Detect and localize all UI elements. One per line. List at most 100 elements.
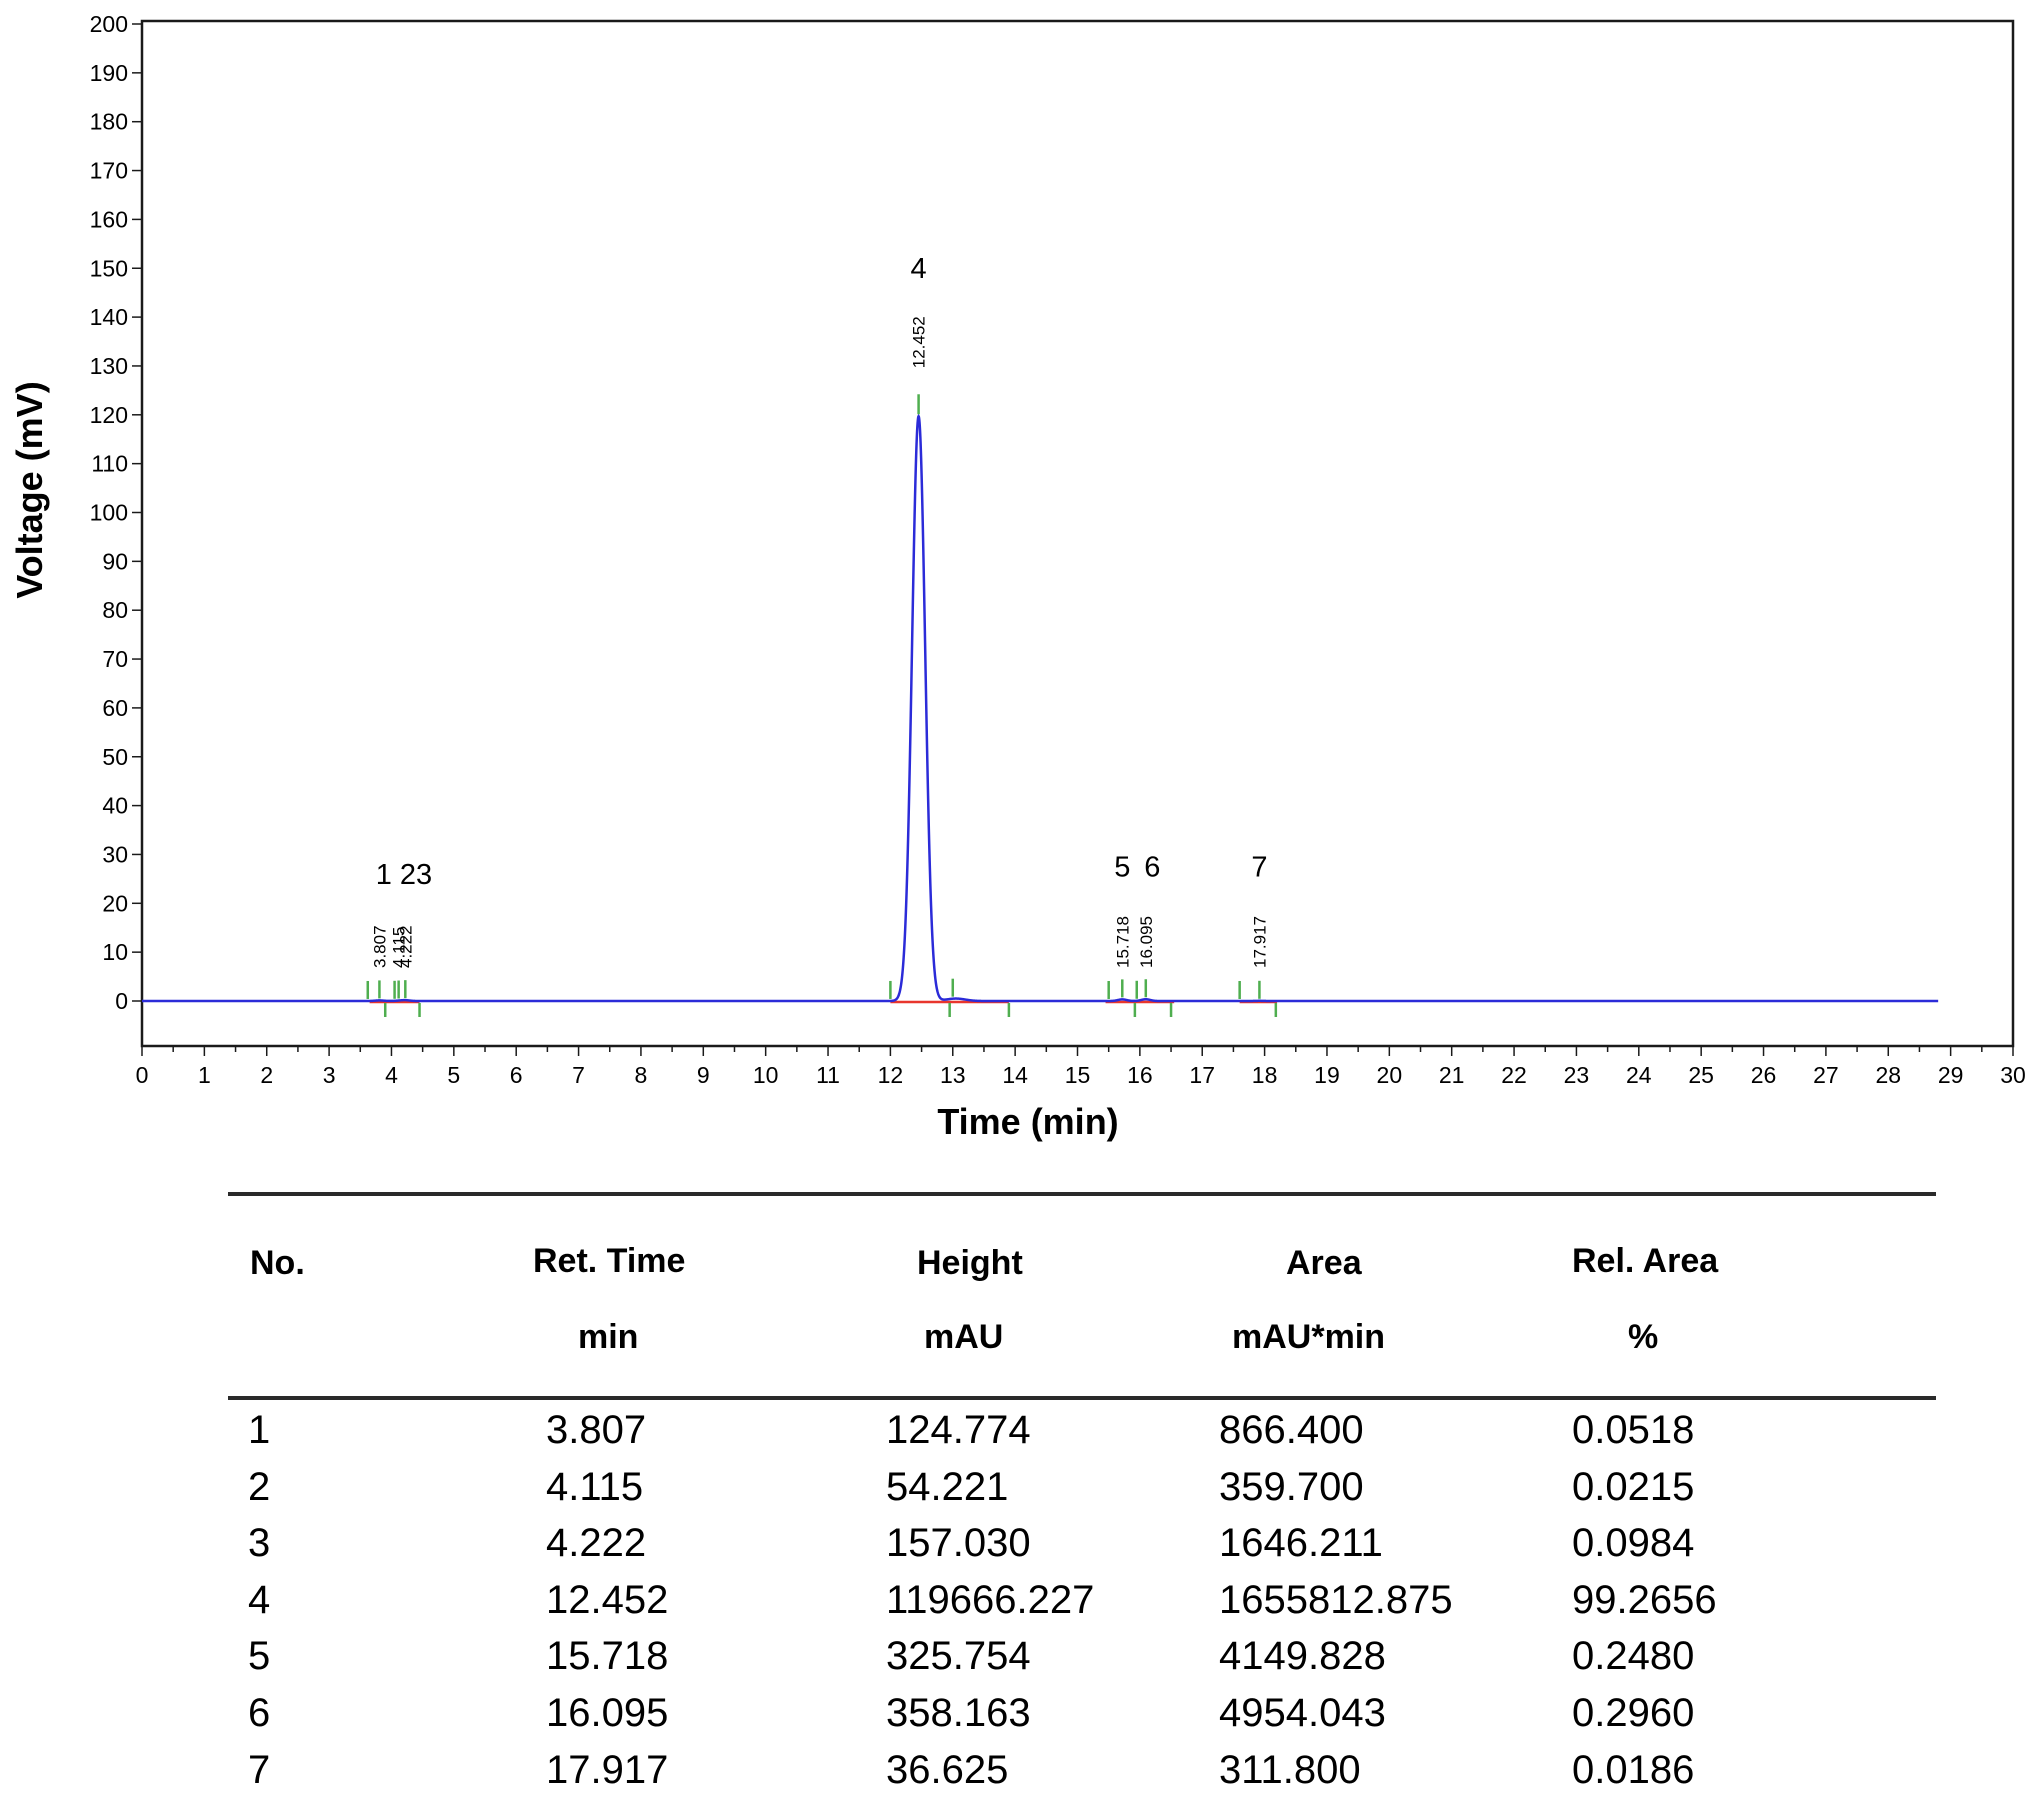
peak-number-label: 7: [1251, 851, 1267, 883]
peak-number-label: 4: [911, 253, 927, 285]
cell-height: 119666.227: [886, 1577, 1095, 1622]
header-rel-area: Rel. Area: [1572, 1242, 1719, 1280]
x-tick-label: 12: [878, 1062, 904, 1088]
x-tick-label: 15: [1065, 1062, 1091, 1088]
cell-area: 1655812.875: [1219, 1577, 1453, 1622]
cell-no: 7: [248, 1747, 271, 1792]
y-tick-label: 110: [91, 451, 128, 477]
cell-area: 4149.828: [1219, 1634, 1386, 1679]
plot-frame: [140, 19, 2015, 1048]
x-tick-label: 10: [753, 1062, 779, 1088]
y-axis-title: Voltage (mV): [9, 381, 50, 598]
x-tick-label: 11: [816, 1062, 840, 1088]
x-tick-label: 4: [385, 1062, 398, 1088]
x-tick-label: 3: [323, 1062, 336, 1088]
y-tick-label: 180: [90, 109, 128, 135]
cell-rel-area: 0.2480: [1572, 1634, 1695, 1679]
chromatogram-series: [142, 413, 1939, 1003]
cell-rel-area: 0.2960: [1572, 1691, 1695, 1735]
y-tick-label: 150: [90, 255, 128, 281]
y-tick-label: 90: [102, 548, 128, 574]
peak-retention-label: 16.095: [1137, 916, 1156, 968]
cell-height: 325.754: [886, 1634, 1031, 1679]
x-tick-label: 18: [1252, 1062, 1278, 1088]
cell-no: 6: [248, 1691, 271, 1735]
header-rel-area-unit: %: [1628, 1318, 1659, 1356]
cell-height: 36.625: [886, 1747, 1009, 1792]
x-tick-label: 9: [697, 1062, 710, 1088]
x-tick-label: 7: [572, 1062, 585, 1088]
cell-no: 5: [248, 1634, 271, 1679]
x-tick-label: 6: [510, 1062, 523, 1088]
chromatogram-trace: [142, 413, 1939, 1003]
cell-rel-area: 0.0518: [1572, 1408, 1695, 1452]
header-height-unit: mAU: [924, 1318, 1004, 1356]
header-ret-time: Ret. Time: [533, 1242, 686, 1280]
cell-height: 157.030: [886, 1521, 1031, 1566]
x-tick-label: 21: [1439, 1062, 1465, 1088]
x-tick-label: 25: [1688, 1062, 1714, 1088]
y-tick-label: 0: [115, 988, 128, 1014]
cell-area: 4954.043: [1219, 1691, 1386, 1735]
x-tick-label: 17: [1189, 1062, 1215, 1088]
cell-rel-area: 0.0215: [1572, 1464, 1695, 1509]
x-tick-label: 16: [1127, 1062, 1153, 1088]
peak-retention-label: 3.807: [370, 925, 389, 968]
cell-ret-time: 4.115: [546, 1464, 644, 1509]
header-area: Area: [1286, 1244, 1362, 1282]
cell-area: 866.400: [1219, 1408, 1364, 1452]
x-tick-label: 24: [1626, 1062, 1652, 1088]
x-tick-label: 20: [1377, 1062, 1403, 1088]
y-axis: 0 10 20 30 40 50 60 70 80 90 100 110 120 130 140 150 160…: [90, 11, 142, 1014]
cell-height: 358.163: [886, 1691, 1031, 1735]
y-tick-label: 160: [90, 206, 128, 232]
x-tick-label: 29: [1938, 1062, 1964, 1088]
cell-ret-time: 3.807: [546, 1408, 647, 1452]
y-tick-label: 40: [102, 793, 128, 819]
cell-no: 3: [248, 1521, 271, 1566]
peak-number-label: 5: [1114, 851, 1130, 883]
x-tick-label: 1: [198, 1062, 211, 1088]
y-tick-label: 190: [90, 60, 128, 86]
peak-retention-label: 17.917: [1250, 916, 1269, 968]
y-tick-label: 30: [102, 841, 128, 867]
table-top-rule: [228, 1192, 1936, 1196]
x-tick-label: 26: [1751, 1062, 1777, 1088]
peak-retention-label: 12.452: [910, 316, 929, 368]
cell-ret-time: 15.718: [546, 1634, 669, 1679]
cell-ret-time: 16.095: [546, 1691, 669, 1735]
y-tick-label: 120: [90, 402, 128, 428]
y-tick-label: 70: [102, 646, 128, 672]
x-tick-label: 22: [1501, 1062, 1527, 1088]
cell-rel-area: 0.0984: [1572, 1521, 1695, 1566]
x-tick-label: 8: [635, 1062, 648, 1088]
table-header: No. Ret. Time min Height mAU Area mAU*mi…: [228, 1196, 1936, 1396]
x-axis: 0 1 2 3 4 5 6 7 8 9 10 11 12 13 14 15 16 17 18 19 20 21 22 23 24…: [136, 1046, 2026, 1088]
cell-no: 4: [248, 1577, 271, 1622]
cell-area: 359.700: [1219, 1464, 1364, 1509]
header-area-unit: mAU*min: [1232, 1318, 1386, 1356]
peak-retention-label: 15.718: [1113, 916, 1132, 968]
cell-ret-time: 17.917: [546, 1747, 669, 1792]
x-tick-label: 5: [447, 1062, 460, 1088]
cell-area: 1646.211: [1219, 1521, 1383, 1566]
cell-no: 2: [248, 1464, 271, 1509]
peak-table: No. Ret. Time min Height mAU Area mAU*mi…: [228, 1192, 1936, 1792]
x-tick-label: 27: [1813, 1062, 1839, 1088]
y-tick-label: 170: [90, 158, 128, 184]
cell-rel-area: 0.0186: [1572, 1747, 1695, 1792]
x-tick-label: 0: [136, 1062, 149, 1088]
peak-number-label: 6: [1144, 851, 1160, 883]
x-tick-label: 13: [940, 1062, 966, 1088]
y-tick-label: 140: [90, 304, 128, 330]
y-tick-label: 100: [90, 500, 128, 526]
cell-area: 311.800: [1219, 1747, 1361, 1792]
header-ret-time-unit: min: [578, 1318, 639, 1356]
chromatogram-chart: 0102030405060708090100110120130140150160…: [9, 11, 2026, 1142]
peak-retention-label: 4.115: [390, 927, 409, 968]
y-tick-label: 200: [90, 11, 128, 37]
peak-number-label: 1 23: [376, 859, 432, 891]
y-tick-label: 60: [102, 695, 128, 721]
y-tick-label: 10: [102, 939, 128, 965]
